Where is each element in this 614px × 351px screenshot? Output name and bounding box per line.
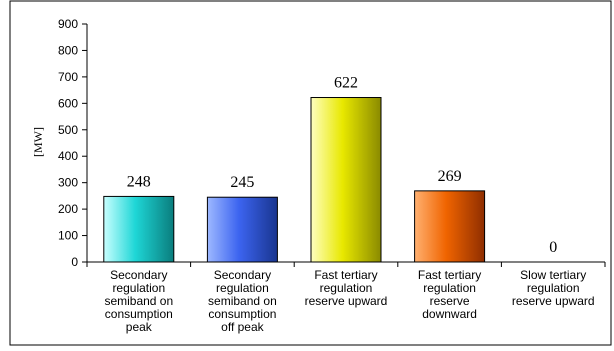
y-tick-label: 300 xyxy=(58,176,78,190)
x-tick-label-line: regulation xyxy=(423,281,476,295)
data-label: 248 xyxy=(127,173,151,190)
x-tick-label: Secondary regulation semiband on consumptio… xyxy=(104,268,173,334)
x-tick-label-line: Secondary xyxy=(214,268,271,282)
x-tick-label-line: regulation xyxy=(320,281,373,295)
bar xyxy=(103,195,175,263)
bar xyxy=(206,196,278,263)
x-tick-label-line: semiband on xyxy=(208,294,277,308)
y-tick-label: 0 xyxy=(71,255,78,269)
x-tick-label-line: downward xyxy=(422,307,477,321)
x-tick-label-line: Fast tertiary xyxy=(314,268,377,282)
bars xyxy=(103,97,486,263)
x-tick-label-line: consumption xyxy=(105,307,173,321)
y-tick-label: 600 xyxy=(58,96,78,110)
y-tick-label: 100 xyxy=(58,229,78,243)
x-tick-label: Secondary regulation semiband on consumptio… xyxy=(208,268,277,334)
axes: 0 100 200 300 400 500 600 700 800 900 xyxy=(58,17,606,269)
data-label: 269 xyxy=(438,168,462,185)
y-tick-label: 800 xyxy=(58,43,78,57)
data-label: 0 xyxy=(549,239,557,256)
y-axis-title: [MW] xyxy=(31,127,45,157)
y-tick-label: 200 xyxy=(58,202,78,216)
data-label: 622 xyxy=(334,75,358,92)
x-tick-label: Fast tertiary regulation reserve upward xyxy=(305,268,388,308)
x-tick-label: Fast tertiary regulation reserve downward xyxy=(418,268,481,321)
bar xyxy=(310,97,382,263)
x-tick-label-line: regulation xyxy=(112,281,165,295)
x-tick-label-line: Secondary xyxy=(110,268,167,282)
y-tick-label: 500 xyxy=(58,123,78,137)
x-tick-label-line: peak xyxy=(126,320,153,334)
x-tick-label-line: consumption xyxy=(208,307,276,321)
x-tick-label-line: Fast tertiary xyxy=(418,268,481,282)
x-tick-label-line: regulation xyxy=(216,281,269,295)
x-tick-label: Slow tertiary regulation reserve upward xyxy=(512,268,595,308)
y-tick-label: 900 xyxy=(58,17,78,31)
y-tick-label: 400 xyxy=(58,149,78,163)
x-tick-label-line: semiband on xyxy=(104,294,173,308)
x-tick-label-line: reserve xyxy=(430,294,470,308)
y-tick-label: 700 xyxy=(58,70,78,84)
chart-frame xyxy=(9,0,612,346)
data-label: 245 xyxy=(230,174,254,191)
x-tick-label-line: reserve upward xyxy=(512,294,595,308)
x-tick-label-line: regulation xyxy=(527,281,580,295)
x-tick-label-line: Slow tertiary xyxy=(520,268,586,282)
bar xyxy=(414,190,486,263)
x-tick-label-line: off peak xyxy=(221,320,264,334)
x-tick-label-line: reserve upward xyxy=(305,294,388,308)
